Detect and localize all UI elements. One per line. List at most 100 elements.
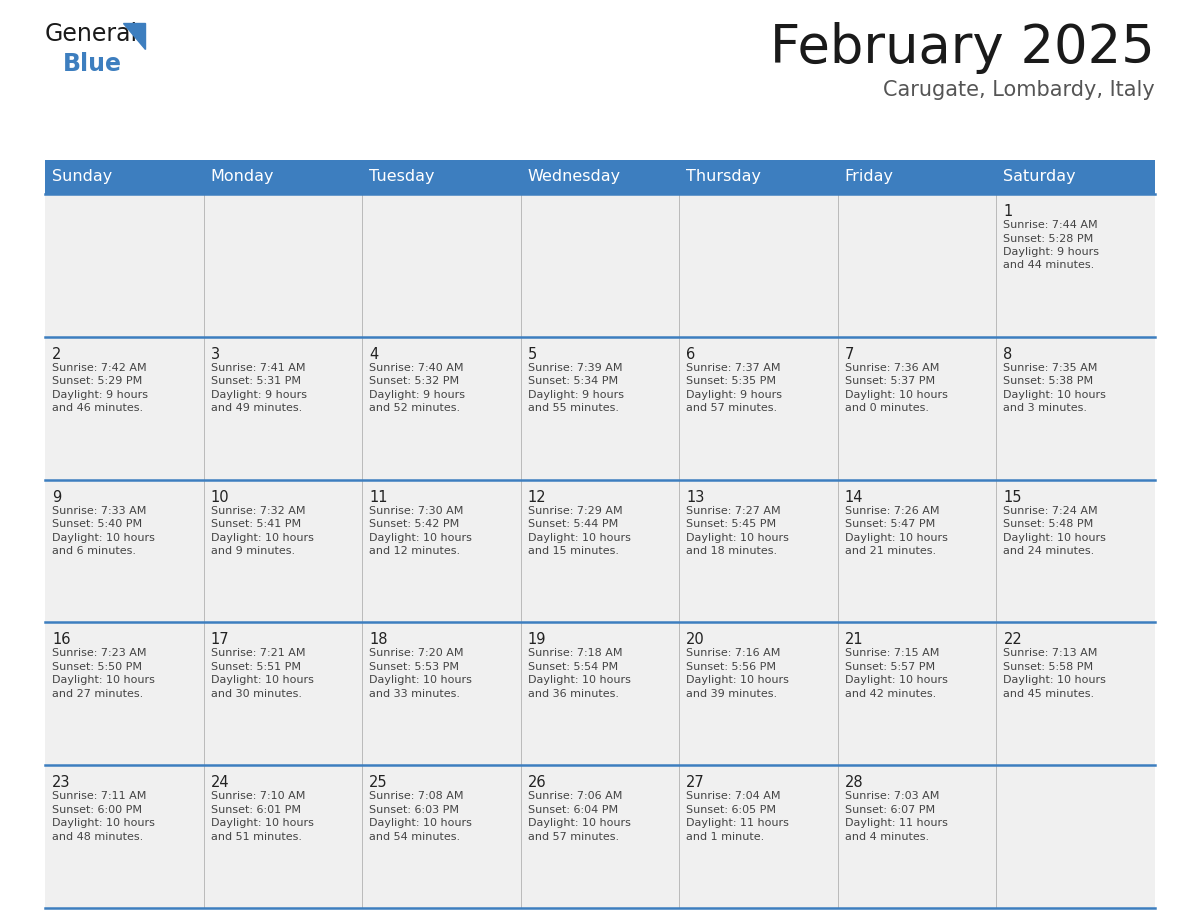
Text: 8: 8 <box>1004 347 1012 362</box>
Bar <box>838 622 997 766</box>
Bar <box>203 766 362 908</box>
Bar <box>45 194 203 337</box>
Bar <box>680 766 838 908</box>
Text: 2: 2 <box>52 347 62 362</box>
Polygon shape <box>124 23 145 49</box>
Text: Daylight: 10 hours: Daylight: 10 hours <box>527 532 631 543</box>
Text: Daylight: 9 hours: Daylight: 9 hours <box>1004 247 1099 257</box>
Text: and 30 minutes.: and 30 minutes. <box>210 688 302 699</box>
Bar <box>997 160 1155 194</box>
Text: Sunset: 5:44 PM: Sunset: 5:44 PM <box>527 519 618 529</box>
Text: 20: 20 <box>687 633 704 647</box>
Text: Daylight: 10 hours: Daylight: 10 hours <box>687 532 789 543</box>
Text: Daylight: 9 hours: Daylight: 9 hours <box>687 390 782 400</box>
Text: 7: 7 <box>845 347 854 362</box>
Text: Daylight: 10 hours: Daylight: 10 hours <box>52 818 154 828</box>
Text: Daylight: 11 hours: Daylight: 11 hours <box>845 818 948 828</box>
Bar <box>362 160 520 194</box>
Text: Daylight: 9 hours: Daylight: 9 hours <box>369 390 466 400</box>
Text: Sunrise: 7:26 AM: Sunrise: 7:26 AM <box>845 506 940 516</box>
Text: Daylight: 10 hours: Daylight: 10 hours <box>52 532 154 543</box>
Bar <box>203 622 362 766</box>
Text: Sunrise: 7:18 AM: Sunrise: 7:18 AM <box>527 648 623 658</box>
Text: and 21 minutes.: and 21 minutes. <box>845 546 936 556</box>
Bar <box>362 194 520 337</box>
Text: Daylight: 10 hours: Daylight: 10 hours <box>369 818 472 828</box>
Text: Sunset: 5:40 PM: Sunset: 5:40 PM <box>52 519 143 529</box>
Text: and 1 minute.: and 1 minute. <box>687 832 765 842</box>
Text: Sunset: 5:32 PM: Sunset: 5:32 PM <box>369 376 460 386</box>
Text: and 39 minutes.: and 39 minutes. <box>687 688 777 699</box>
Text: and 46 minutes.: and 46 minutes. <box>52 403 143 413</box>
Text: Daylight: 9 hours: Daylight: 9 hours <box>52 390 148 400</box>
Text: and 15 minutes.: and 15 minutes. <box>527 546 619 556</box>
Text: Friday: Friday <box>845 170 893 185</box>
Text: Sunday: Sunday <box>52 170 112 185</box>
Text: Sunrise: 7:03 AM: Sunrise: 7:03 AM <box>845 791 940 801</box>
Text: and 9 minutes.: and 9 minutes. <box>210 546 295 556</box>
Text: 16: 16 <box>52 633 70 647</box>
Text: Daylight: 10 hours: Daylight: 10 hours <box>845 532 948 543</box>
Text: and 24 minutes.: and 24 minutes. <box>1004 546 1094 556</box>
Text: Sunset: 5:42 PM: Sunset: 5:42 PM <box>369 519 460 529</box>
Text: Sunset: 6:05 PM: Sunset: 6:05 PM <box>687 805 776 814</box>
Text: Sunrise: 7:33 AM: Sunrise: 7:33 AM <box>52 506 146 516</box>
Text: Daylight: 10 hours: Daylight: 10 hours <box>1004 390 1106 400</box>
Text: Daylight: 10 hours: Daylight: 10 hours <box>845 390 948 400</box>
Text: and 51 minutes.: and 51 minutes. <box>210 832 302 842</box>
Text: 11: 11 <box>369 489 387 505</box>
Text: Sunset: 6:01 PM: Sunset: 6:01 PM <box>210 805 301 814</box>
Text: and 12 minutes.: and 12 minutes. <box>369 546 460 556</box>
Text: 10: 10 <box>210 489 229 505</box>
Text: Sunrise: 7:41 AM: Sunrise: 7:41 AM <box>210 363 305 373</box>
Bar <box>838 479 997 622</box>
Text: Sunrise: 7:32 AM: Sunrise: 7:32 AM <box>210 506 305 516</box>
Text: Sunset: 5:58 PM: Sunset: 5:58 PM <box>1004 662 1093 672</box>
Text: Daylight: 10 hours: Daylight: 10 hours <box>52 676 154 686</box>
Text: Sunset: 6:07 PM: Sunset: 6:07 PM <box>845 805 935 814</box>
Bar <box>362 479 520 622</box>
Text: and 57 minutes.: and 57 minutes. <box>527 832 619 842</box>
Text: Daylight: 10 hours: Daylight: 10 hours <box>687 676 789 686</box>
Text: Sunset: 6:00 PM: Sunset: 6:00 PM <box>52 805 143 814</box>
Text: 23: 23 <box>52 775 70 790</box>
Text: Sunrise: 7:16 AM: Sunrise: 7:16 AM <box>687 648 781 658</box>
Bar <box>362 337 520 479</box>
Bar <box>203 160 362 194</box>
Bar <box>362 766 520 908</box>
Text: Daylight: 11 hours: Daylight: 11 hours <box>687 818 789 828</box>
Text: and 42 minutes.: and 42 minutes. <box>845 688 936 699</box>
Text: Sunset: 5:50 PM: Sunset: 5:50 PM <box>52 662 143 672</box>
Text: Daylight: 10 hours: Daylight: 10 hours <box>527 676 631 686</box>
Text: and 45 minutes.: and 45 minutes. <box>1004 688 1094 699</box>
Text: Sunset: 5:51 PM: Sunset: 5:51 PM <box>210 662 301 672</box>
Bar <box>997 766 1155 908</box>
Text: 1: 1 <box>1004 204 1012 219</box>
Bar <box>520 194 680 337</box>
Text: and 33 minutes.: and 33 minutes. <box>369 688 460 699</box>
Text: Monday: Monday <box>210 170 274 185</box>
Text: 27: 27 <box>687 775 704 790</box>
Text: and 55 minutes.: and 55 minutes. <box>527 403 619 413</box>
Bar <box>680 160 838 194</box>
Bar <box>520 337 680 479</box>
Text: 28: 28 <box>845 775 864 790</box>
Bar <box>997 622 1155 766</box>
Text: Daylight: 10 hours: Daylight: 10 hours <box>210 532 314 543</box>
Text: Sunrise: 7:10 AM: Sunrise: 7:10 AM <box>210 791 305 801</box>
Bar <box>838 160 997 194</box>
Text: Sunset: 5:38 PM: Sunset: 5:38 PM <box>1004 376 1093 386</box>
Text: Sunrise: 7:24 AM: Sunrise: 7:24 AM <box>1004 506 1098 516</box>
Text: 5: 5 <box>527 347 537 362</box>
Text: Tuesday: Tuesday <box>369 170 435 185</box>
Bar <box>45 766 203 908</box>
Text: 22: 22 <box>1004 633 1022 647</box>
Bar <box>838 766 997 908</box>
Text: Daylight: 9 hours: Daylight: 9 hours <box>527 390 624 400</box>
Text: and 44 minutes.: and 44 minutes. <box>1004 261 1094 271</box>
Text: 26: 26 <box>527 775 546 790</box>
Bar <box>520 160 680 194</box>
Text: Sunrise: 7:39 AM: Sunrise: 7:39 AM <box>527 363 623 373</box>
Bar <box>520 479 680 622</box>
Text: Sunset: 6:03 PM: Sunset: 6:03 PM <box>369 805 459 814</box>
